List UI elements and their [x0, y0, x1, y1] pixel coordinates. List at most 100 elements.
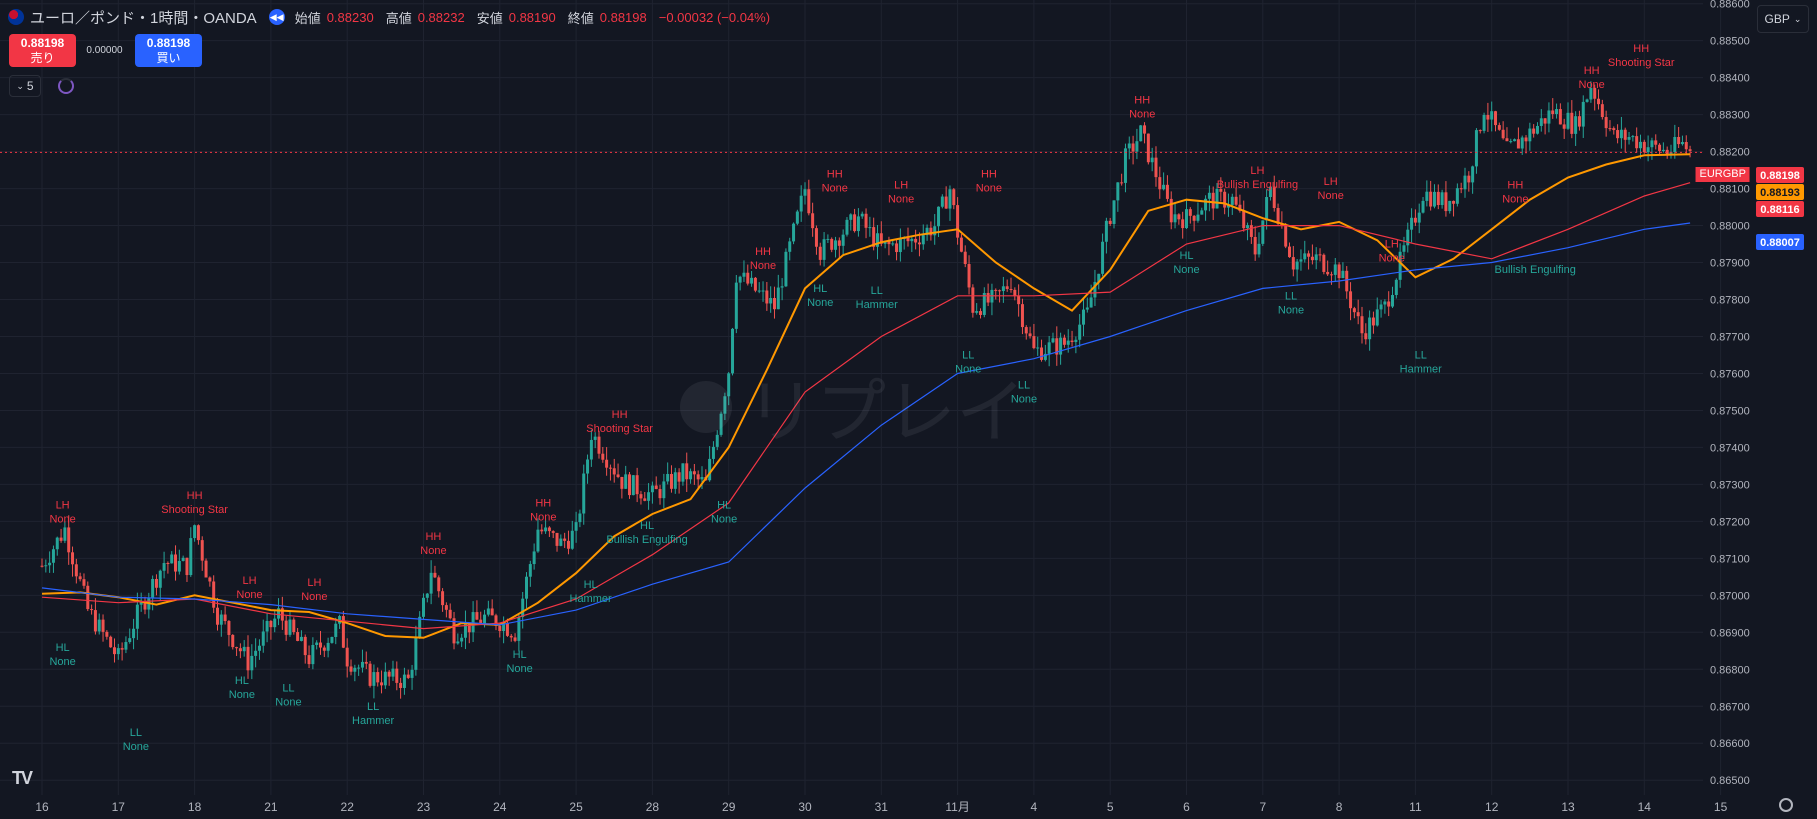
candle-body — [528, 564, 532, 577]
swing-pattern: Shooting Star — [1608, 57, 1675, 69]
candle-body — [44, 565, 48, 567]
candle-body — [353, 667, 357, 672]
candle-body — [269, 620, 273, 628]
candle-body — [1661, 149, 1665, 151]
tradingview-logo-icon[interactable]: TV — [12, 768, 33, 788]
candle-body — [322, 647, 326, 651]
candle-body — [1059, 337, 1063, 355]
candle-body — [128, 638, 132, 643]
candle-body — [1436, 191, 1440, 206]
candle-body — [860, 213, 864, 217]
candle-body — [1432, 191, 1436, 207]
candle-body — [799, 195, 803, 212]
candle-body — [1162, 184, 1166, 190]
swing-pattern: None — [711, 513, 737, 525]
candle-body — [761, 290, 765, 292]
candle-body — [593, 436, 597, 440]
candle-body — [647, 492, 651, 501]
candle-body — [883, 241, 887, 244]
candle-body — [1413, 217, 1417, 223]
symbol-title[interactable]: ユーロ／ポンド・1時間・OANDA — [30, 9, 257, 27]
swing-type: HH — [1584, 65, 1600, 77]
swing-type: HH — [1134, 95, 1150, 107]
indicator-collapse-button[interactable]: ⌄ 5 — [9, 75, 41, 97]
sell-button[interactable]: 0.88198 売り — [9, 34, 76, 67]
gear-icon[interactable] — [1779, 798, 1793, 812]
buy-button[interactable]: 0.88198 買い — [135, 34, 202, 67]
candle-body — [410, 669, 414, 678]
candle-body — [1020, 304, 1024, 328]
candle-body — [1482, 115, 1486, 131]
y-tick-label: 0.86800 — [1710, 664, 1750, 676]
price-axis[interactable]: 0.86500 0.86600 0.86700 0.86800 0.86900 0.870… — [1710, 0, 1750, 787]
candle-body — [620, 476, 624, 489]
candle-body — [189, 538, 193, 576]
replay-icon[interactable]: ◀◀ — [268, 9, 285, 25]
swing-label: HH None — [822, 168, 848, 194]
candle-body — [277, 608, 281, 619]
candle-body — [383, 671, 387, 686]
candle-body — [1356, 312, 1360, 317]
candle-body — [1501, 129, 1505, 139]
candle-body — [1261, 220, 1265, 244]
candle-body — [1219, 189, 1223, 192]
candle-body — [1379, 304, 1383, 310]
swing-pattern: None — [750, 260, 776, 272]
open-label: 始値 — [294, 10, 321, 26]
candle-body — [826, 238, 830, 240]
high-label: 高値 — [385, 10, 412, 26]
candle-body — [93, 610, 97, 632]
candle-body — [1310, 256, 1314, 261]
swing-pattern: Hammer — [570, 593, 613, 605]
y-tick-label: 0.88100 — [1710, 184, 1750, 196]
candle-body — [719, 413, 723, 435]
candle-body — [71, 552, 75, 565]
candle-body — [628, 474, 632, 496]
chart-header: ユーロ／ポンド・1時間・OANDA ◀◀ 始値 0.88230 高値 0.882… — [8, 6, 776, 28]
candle-body — [1593, 87, 1597, 99]
candle-body — [814, 228, 818, 247]
swing-label: HL None — [506, 649, 532, 675]
candle-body — [509, 635, 513, 638]
candle-body — [1223, 191, 1227, 208]
candle-body — [1600, 104, 1604, 118]
candle-body — [1673, 136, 1677, 153]
candle-body — [662, 481, 666, 499]
candle-body — [547, 527, 551, 532]
candle-body — [1642, 141, 1646, 153]
x-tick-label: 14 — [1638, 800, 1652, 814]
candle-body — [1623, 129, 1627, 140]
candle-body — [1535, 125, 1539, 134]
candle-body — [1253, 236, 1257, 255]
candle-body — [196, 525, 200, 541]
candle-body — [681, 463, 685, 482]
candle-body — [1207, 192, 1211, 199]
candle-body — [925, 227, 929, 236]
swing-label: HH None — [1502, 180, 1528, 206]
candle-body — [605, 459, 609, 468]
candle-body — [1524, 137, 1528, 142]
swing-label: LH None — [1379, 239, 1405, 265]
candle-body — [120, 648, 124, 650]
time-axis[interactable]: 16 17 18 21 22 23 24 25 28 29 30 31 11月 4 5 6 7 8 11 12 13 14… — [35, 800, 1727, 814]
candle-body — [185, 557, 189, 576]
swing-label: HH None — [1579, 65, 1605, 91]
candle-body — [589, 439, 593, 460]
swing-label: LL None — [123, 727, 149, 753]
candle-body — [536, 529, 540, 552]
swing-pattern: None — [1379, 253, 1405, 265]
x-tick-label: 12 — [1485, 800, 1499, 814]
swing-pattern: None — [1278, 305, 1304, 317]
candle-body — [1226, 204, 1230, 208]
y-tick-label: 0.86700 — [1710, 701, 1750, 713]
candle-body — [933, 226, 937, 236]
candle-body — [78, 576, 82, 580]
currency-selector[interactable]: GBP ⌄ — [1757, 5, 1809, 33]
candle-body — [467, 622, 471, 633]
candle-body — [1318, 254, 1322, 256]
candle-body — [738, 276, 742, 283]
chevron-down-icon: ⌄ — [16, 80, 24, 91]
candle-body — [48, 562, 52, 566]
candle-body — [299, 636, 303, 641]
